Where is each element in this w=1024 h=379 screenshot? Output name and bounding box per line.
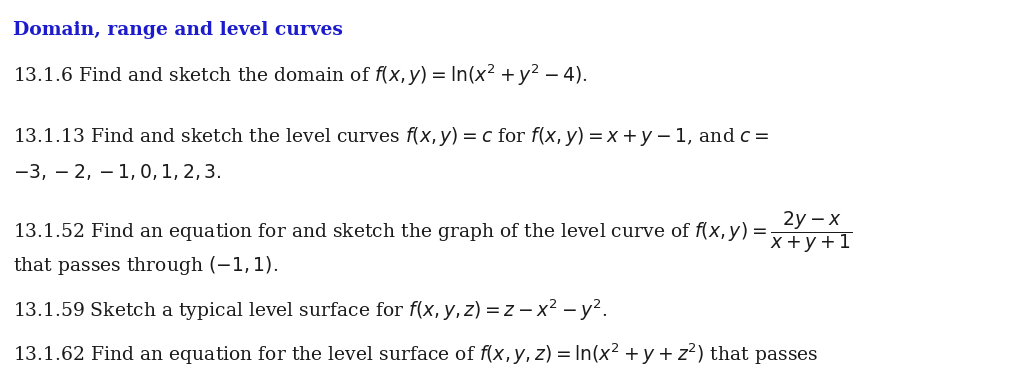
Text: 13.1.13 Find and sketch the level curves $f(x,y) = c$ for $f(x,y) = x + y - 1$, : 13.1.13 Find and sketch the level curves… xyxy=(13,125,770,148)
Text: 13.1.52 Find an equation for and sketch the graph of the level curve of $f(x,y) : 13.1.52 Find an equation for and sketch … xyxy=(13,209,853,255)
Text: $-3, -2, -1, 0, 1, 2, 3.$: $-3, -2, -1, 0, 1, 2, 3.$ xyxy=(13,162,222,182)
Text: Domain, range and level curves: Domain, range and level curves xyxy=(13,21,343,39)
Text: 13.1.62 Find an equation for the level surface of $f(x,y,z) = \ln(x^2 + y + z^2): 13.1.62 Find an equation for the level s… xyxy=(13,341,818,366)
Text: through $(-1, 2, 1)$: through $(-1, 2, 1)$ xyxy=(13,377,181,379)
Text: 13.1.59 Sketch a typical level surface for $f(x,y,z) = z - x^2 - y^2$.: 13.1.59 Sketch a typical level surface f… xyxy=(13,298,608,323)
Text: 13.1.6 Find and sketch the domain of $f(x,y) = \ln(x^2 + y^2 - 4)$.: 13.1.6 Find and sketch the domain of $f(… xyxy=(13,63,588,88)
Text: that passes through $(-1, 1)$.: that passes through $(-1, 1)$. xyxy=(13,254,279,277)
